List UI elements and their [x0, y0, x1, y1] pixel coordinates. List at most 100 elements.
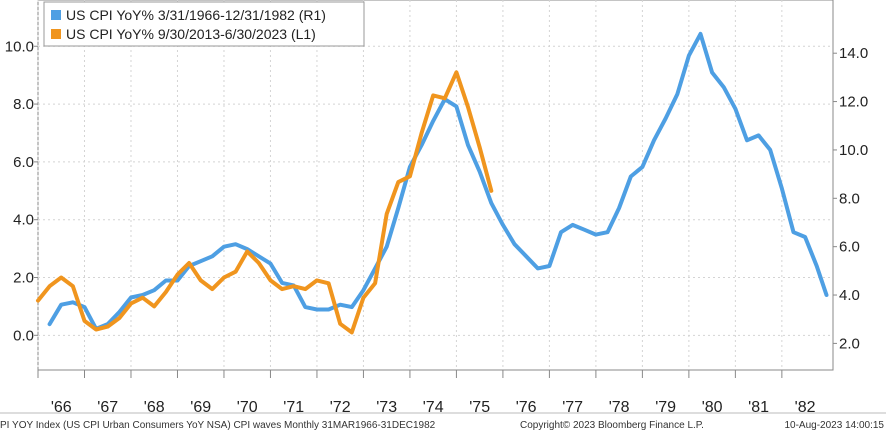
data-point: [722, 85, 726, 89]
series-line-cpi-1966-1982: [47, 31, 829, 331]
x-tick-label: '79: [655, 399, 676, 416]
data-point: [152, 304, 156, 308]
data-point: [547, 264, 551, 268]
data-point: [617, 206, 621, 210]
series-layer: [36, 31, 829, 335]
footer-timestamp: 10-Aug-2023 14:00:15: [784, 420, 884, 431]
data-point: [83, 305, 86, 309]
data-point: [71, 300, 75, 304]
data-point: [385, 245, 389, 249]
x-tick-label: '68: [144, 399, 165, 416]
x-tick-label: '77: [562, 399, 583, 416]
data-point: [408, 174, 412, 178]
data-point: [373, 281, 377, 285]
x-tick-label: '72: [330, 399, 351, 416]
data-point: [257, 261, 261, 265]
data-point: [141, 296, 145, 300]
data-point: [768, 148, 772, 152]
series-line-cpi-2013-2023: [36, 70, 494, 335]
legend-label-cpi-1966-1982: US CPI YoY% 3/31/1966-12/31/1982 (R1): [66, 7, 326, 23]
right-tick-label: 14.0: [839, 45, 868, 62]
data-point: [815, 264, 819, 268]
data-point: [245, 250, 249, 253]
left-tick-label: 2.0: [13, 270, 34, 287]
data-point: [338, 303, 342, 307]
left-tick-label: 6.0: [13, 154, 34, 171]
data-point: [582, 228, 586, 232]
data-point: [59, 276, 63, 279]
data-point: [489, 189, 493, 193]
data-point: [745, 138, 749, 142]
data-point: [361, 288, 365, 292]
data-point: [640, 165, 644, 169]
data-point: [48, 322, 52, 326]
data-point: [385, 212, 389, 216]
data-point: [106, 325, 110, 329]
data-point: [269, 262, 272, 266]
data-point: [94, 328, 98, 331]
data-point: [733, 107, 737, 111]
data-point: [199, 278, 203, 282]
data-point: [361, 296, 365, 300]
x-tick-label: '80: [702, 399, 723, 416]
right-tick-label: 10.0: [839, 142, 868, 159]
data-point: [292, 284, 296, 288]
data-point: [466, 143, 470, 147]
data-point: [431, 119, 435, 123]
legend-label-cpi-2013-2023: US CPI YoY% 9/30/2013-6/30/2023 (L1): [66, 26, 316, 42]
x-tick-label: '70: [237, 399, 258, 416]
data-point: [396, 180, 400, 184]
data-point: [466, 105, 470, 109]
data-point: [327, 308, 331, 311]
plot-area: [37, 0, 834, 371]
data-point: [629, 175, 633, 178]
data-point: [478, 170, 482, 174]
data-point: [117, 316, 121, 320]
data-point: [571, 223, 575, 227]
x-tick-label: '67: [97, 399, 118, 416]
data-point: [210, 254, 214, 258]
data-point: [141, 293, 145, 297]
legend: US CPI YoY% 3/31/1966-12/31/1982 (R1) US…: [43, 1, 365, 47]
data-point: [129, 296, 133, 299]
data-point: [117, 310, 121, 314]
data-point: [454, 70, 458, 74]
left-tick-label: 10.0: [5, 38, 34, 55]
data-point: [606, 230, 609, 234]
x-tick-label: '74: [423, 399, 444, 416]
data-point: [176, 273, 179, 277]
data-point: [443, 96, 447, 100]
x-tick-label: '78: [609, 399, 630, 416]
data-point: [210, 287, 214, 291]
data-point: [559, 230, 563, 234]
data-point: [83, 319, 86, 323]
data-point: [350, 330, 354, 334]
data-point: [710, 71, 714, 74]
footer-copyright: Copyright© 2023 Bloomberg Finance L.P.: [520, 420, 704, 431]
data-point: [164, 279, 168, 282]
x-tick-label: '76: [516, 399, 537, 416]
data-point: [489, 201, 493, 205]
data-point: [478, 145, 482, 149]
data-point: [187, 261, 191, 265]
footer-source: PI YOY Index (US CPI Urban Consumers YoY…: [0, 420, 436, 431]
data-point: [269, 278, 272, 282]
right-axis-ticks: 2.0 4.0 6.0 8.0 10.0 12.0 14.0: [833, 45, 868, 352]
data-point: [675, 92, 679, 96]
data-point: [431, 93, 435, 97]
x-tick-label: '66: [51, 399, 72, 416]
data-point: [152, 288, 156, 292]
x-tick-label: '82: [795, 399, 816, 416]
x-tick-label: '69: [190, 399, 211, 416]
left-tick-label: 4.0: [13, 212, 34, 229]
data-point: [222, 245, 226, 249]
data-point: [454, 104, 458, 108]
data-point: [234, 242, 238, 246]
data-point: [594, 233, 598, 237]
data-point: [501, 223, 505, 227]
data-point: [303, 287, 307, 291]
data-point: [234, 270, 238, 274]
left-tick-label: 8.0: [13, 96, 34, 113]
left-tick-label: 0.0: [13, 327, 34, 344]
